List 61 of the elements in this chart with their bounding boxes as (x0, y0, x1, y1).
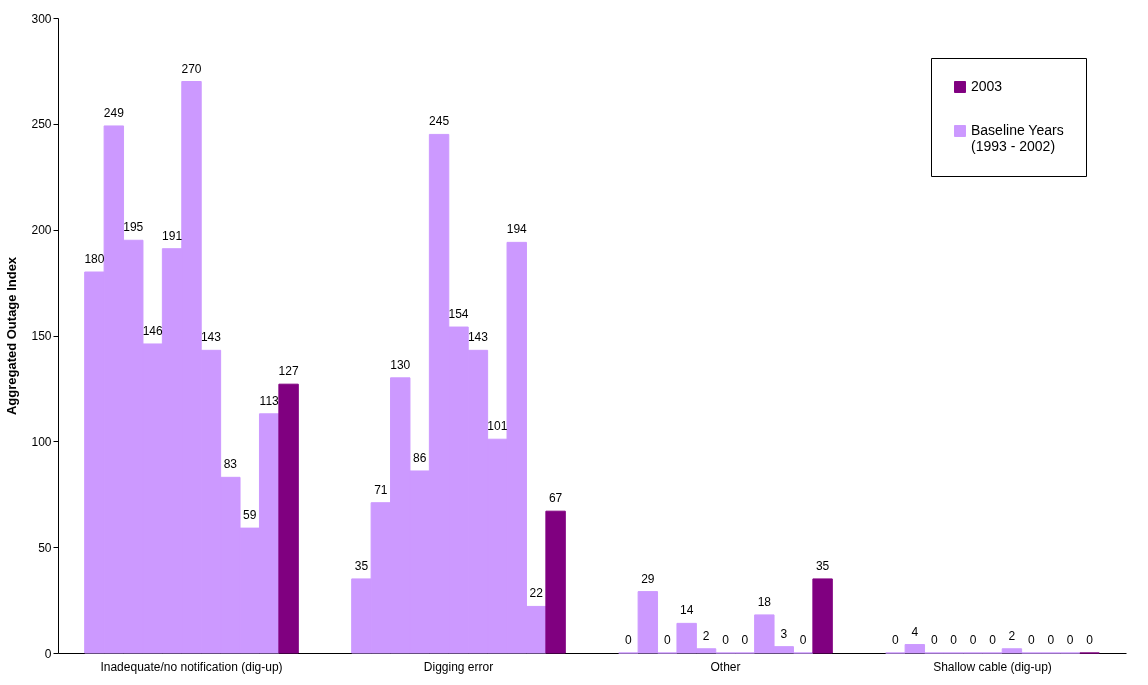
y-tick-label: 50 (38, 540, 52, 555)
data-label: 67 (548, 491, 563, 506)
data-label: 0 (930, 633, 938, 647)
x-tick-label: Inadequate/no notification (dig-up) (100, 659, 283, 674)
data-label: 0 (722, 633, 730, 647)
data-label: 29 (641, 571, 655, 586)
y-tick-label: 0 (44, 646, 52, 661)
legend-label: 2003 (971, 78, 1003, 94)
data-label: 270 (181, 61, 202, 76)
bar (545, 510, 566, 654)
data-label: 245 (429, 114, 450, 129)
y-tick-label: 100 (31, 434, 52, 449)
data-label: 4 (911, 624, 919, 639)
data-label: 0 (1027, 633, 1035, 647)
data-label: 195 (123, 220, 144, 235)
y-axis-title: Aggregated Outage Index (4, 256, 20, 416)
data-label: 35 (815, 558, 830, 573)
y-tick-label: 150 (31, 329, 52, 343)
data-label: 0 (1047, 633, 1055, 647)
data-label: 83 (223, 457, 238, 472)
data-label: 0 (1066, 633, 1074, 647)
data-label: 14 (679, 603, 694, 618)
data-label: 71 (374, 482, 388, 497)
data-label: 0 (799, 633, 807, 647)
data-label: 130 (390, 357, 411, 372)
data-label: 194 (506, 222, 528, 237)
data-label: 3 (780, 626, 788, 641)
data-label: 191 (162, 228, 183, 243)
data-label: 154 (448, 307, 469, 322)
data-label: 2 (1008, 628, 1016, 643)
data-label: 0 (1086, 633, 1094, 647)
data-label: 180 (84, 252, 105, 266)
data-label: 22 (529, 586, 544, 601)
y-tick-label: 250 (31, 117, 52, 132)
data-label: 0 (741, 633, 749, 647)
data-label: 143 (467, 330, 489, 345)
data-label: 59 (243, 508, 257, 523)
data-label: 0 (625, 633, 633, 647)
data-label: 0 (950, 633, 958, 647)
bar (812, 578, 833, 654)
data-label: 146 (142, 323, 163, 338)
data-label: 249 (103, 105, 125, 120)
data-label: 113 (259, 393, 280, 408)
data-label: 0 (969, 633, 977, 647)
data-label: 101 (487, 419, 508, 434)
x-tick-label: Shallow cable (dig-up) (933, 659, 1052, 674)
data-label: 0 (663, 633, 671, 647)
bar (278, 383, 299, 654)
y-tick-label: 200 (31, 223, 52, 238)
x-tick-label: Other (710, 659, 741, 674)
data-label: 127 (278, 364, 299, 379)
legend-label: Baseline Years (1993 - 2002) (971, 122, 1064, 154)
data-label: 2 (702, 628, 710, 643)
data-label: 18 (757, 594, 772, 609)
x-tick-label: Digging error (423, 659, 494, 674)
data-label: 86 (412, 450, 427, 465)
data-label: 0 (989, 633, 997, 647)
data-label: 143 (200, 330, 222, 345)
data-label: 35 (354, 558, 369, 573)
y-tick-label: 300 (31, 11, 52, 26)
data-label: 0 (892, 633, 900, 647)
